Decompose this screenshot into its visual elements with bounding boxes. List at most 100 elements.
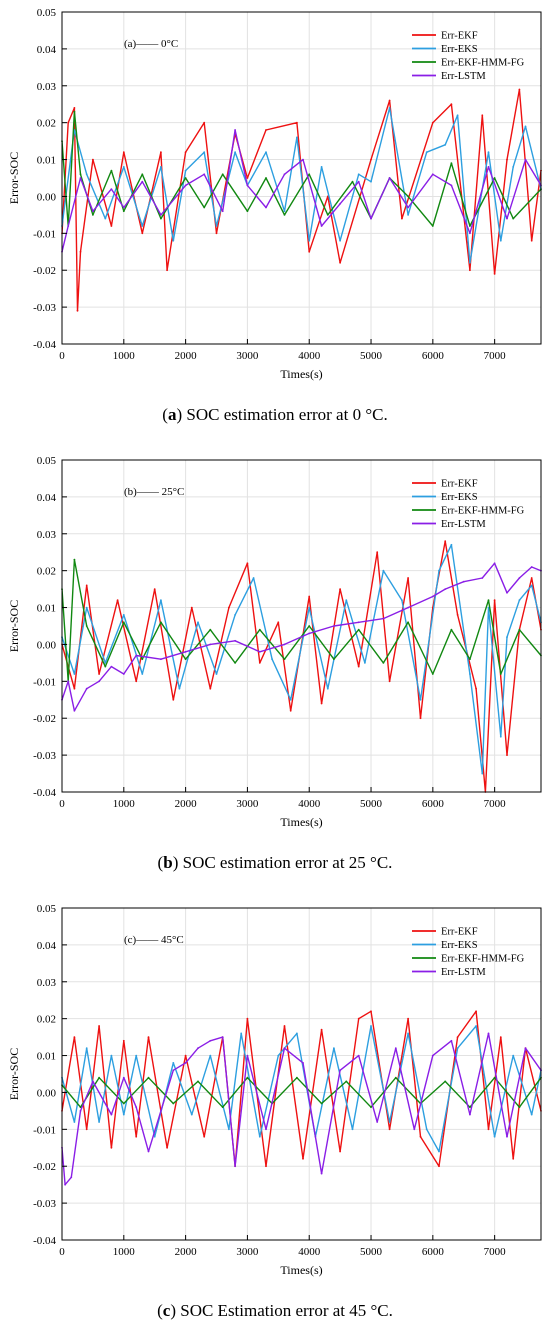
data-point (506, 591, 508, 594)
data-point (524, 1047, 527, 1050)
data-point (518, 88, 521, 91)
data-point (73, 673, 76, 675)
data-point (73, 687, 76, 690)
legend-label: Err-EKS (441, 940, 478, 951)
data-point (67, 121, 70, 124)
data-point (73, 1036, 76, 1038)
caption-letter: a (167, 405, 177, 424)
y-tick-label: -0.02 (33, 1161, 56, 1173)
y-tick-label: 0.01 (37, 603, 56, 615)
data-point (475, 1010, 477, 1013)
data-point (104, 662, 107, 664)
data-point (258, 662, 261, 664)
data-point (215, 225, 218, 227)
data-point (370, 180, 372, 183)
data-point (85, 1128, 88, 1131)
data-point (407, 577, 409, 579)
data-point (277, 1054, 280, 1057)
data-point (283, 173, 286, 176)
data-point (246, 1054, 249, 1057)
data-point (209, 628, 212, 631)
data-point (370, 1106, 372, 1109)
data-point (506, 636, 508, 638)
data-point (425, 151, 428, 154)
data-point (265, 206, 267, 209)
data-point (456, 1036, 459, 1038)
data-point (487, 151, 490, 154)
data-point (456, 614, 459, 616)
data-point (431, 595, 434, 598)
data-point (431, 121, 434, 124)
data-point (98, 1076, 100, 1079)
y-tick-label: -0.04 (33, 787, 56, 799)
data-point (450, 1039, 453, 1042)
data-point (339, 1069, 341, 1072)
data-point (166, 1146, 169, 1149)
data-point (203, 173, 206, 176)
data-point (283, 1025, 286, 1027)
data-point (110, 188, 113, 191)
data-point (265, 129, 267, 131)
data-point (172, 239, 175, 242)
data-point (450, 162, 453, 165)
caption-text: SOC estimation error at 25 °C. (182, 853, 393, 872)
caption-letter: c (162, 1301, 171, 1320)
data-point (122, 166, 125, 168)
data-point (147, 1036, 150, 1038)
data-point (215, 232, 218, 235)
data-point (530, 566, 533, 568)
x-tick-label: 5000 (360, 350, 383, 362)
data-point (456, 114, 459, 117)
data-point (110, 1113, 113, 1116)
data-point (388, 680, 391, 683)
x-axis-label: Times(s) (280, 367, 322, 381)
data-point (141, 225, 144, 227)
data-point (450, 103, 453, 106)
data-point (407, 214, 409, 216)
data-point (85, 173, 88, 176)
data-point (283, 214, 286, 216)
data-point (357, 1017, 360, 1020)
data-point (160, 151, 162, 154)
y-tick-label: 0.05 (37, 455, 57, 467)
data-point (203, 121, 206, 124)
data-point (296, 136, 298, 139)
data-point (370, 158, 372, 161)
data-point (339, 588, 341, 590)
chart-annotation: (b)—— 25°C (124, 486, 184, 498)
legend-label: Err-EKF-HMM-FG (441, 954, 525, 965)
data-point (258, 628, 261, 631)
y-tick-label: 0.02 (37, 118, 56, 130)
x-tick-label: 7000 (484, 798, 507, 810)
data-point (283, 1047, 286, 1050)
data-point (79, 177, 82, 179)
y-tick-label: 0.05 (37, 903, 57, 915)
series-line-err-eks (62, 1025, 541, 1153)
x-tick-label: 6000 (422, 350, 445, 362)
data-point (178, 687, 181, 690)
data-point (518, 599, 521, 602)
data-point (85, 1047, 88, 1050)
data-point (104, 665, 107, 668)
x-tick-label: 0 (59, 350, 65, 362)
x-tick-label: 3000 (236, 798, 259, 810)
y-tick-label: -0.04 (33, 1235, 56, 1247)
data-point (221, 1036, 224, 1038)
data-point (357, 665, 360, 668)
data-point (493, 273, 496, 275)
data-point (283, 643, 286, 646)
data-point (339, 1150, 341, 1153)
data-point (172, 1062, 175, 1064)
data-point (382, 662, 385, 664)
data-point (203, 1135, 206, 1138)
y-tick-label: -0.04 (33, 339, 56, 351)
y-tick-label: -0.03 (33, 302, 56, 314)
data-point (110, 665, 113, 668)
data-point (141, 673, 144, 675)
caption-text: SOC Estimation error at 45 °C. (180, 1301, 393, 1320)
x-tick-label: 1000 (113, 798, 136, 810)
data-point (79, 1110, 82, 1112)
data-point (530, 1113, 533, 1116)
plot-frame (61, 459, 542, 793)
data-point (98, 1025, 100, 1027)
